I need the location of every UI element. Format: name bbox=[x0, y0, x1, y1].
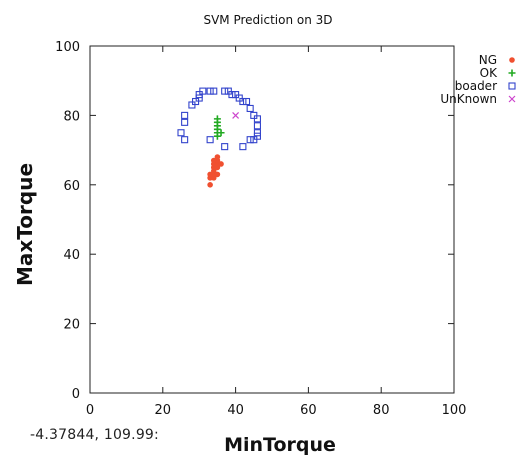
x-tick-label: 20 bbox=[155, 403, 172, 418]
legend-label-unknown: UnKnown bbox=[440, 92, 497, 106]
point-boader bbox=[206, 87, 214, 95]
point-boader bbox=[210, 87, 218, 95]
legend-label-ng: NG bbox=[479, 53, 497, 67]
point-boader bbox=[199, 87, 207, 95]
point-boader bbox=[177, 129, 185, 137]
x-axis-label: MinTorque bbox=[224, 434, 336, 456]
data-points bbox=[177, 87, 261, 188]
y-axis-label: MaxTorque bbox=[13, 163, 37, 286]
point-ng bbox=[207, 182, 213, 188]
point-boader bbox=[246, 104, 254, 113]
point-boader bbox=[181, 136, 189, 144]
point-ng bbox=[210, 157, 217, 164]
point-boader bbox=[221, 87, 229, 95]
point-boader bbox=[242, 97, 251, 106]
x-tick-label: 0 bbox=[86, 403, 94, 418]
legend-marker-ok bbox=[508, 69, 516, 77]
chart-title: SVM Prediction on 3D bbox=[203, 13, 332, 27]
y-tick-label: 20 bbox=[63, 318, 80, 333]
y-tick-label: 100 bbox=[55, 40, 80, 55]
y-tick-label: 0 bbox=[72, 387, 80, 402]
y-tick-label: 40 bbox=[63, 248, 80, 263]
point-boader bbox=[221, 143, 229, 151]
point-boader bbox=[253, 122, 261, 130]
axis-ticks: 0 20 40 60 80 100 0 20 40 60 80 100 bbox=[55, 40, 466, 418]
cursor-coordinate-readout: -4.37844, 109.99: bbox=[30, 427, 159, 443]
point-ng bbox=[214, 154, 221, 160]
point-boader bbox=[239, 97, 247, 106]
point-ok bbox=[213, 115, 221, 123]
point-ok bbox=[217, 129, 225, 137]
legend-marker-boader bbox=[508, 82, 516, 90]
x-tick-label: 80 bbox=[373, 403, 390, 418]
point-boader bbox=[250, 136, 258, 144]
point-ng bbox=[214, 171, 221, 178]
y-tick-label: 80 bbox=[63, 109, 80, 124]
point-boader bbox=[181, 118, 189, 126]
plot-frame bbox=[89, 45, 455, 394]
point-boader bbox=[228, 91, 236, 99]
x-tick-label: 100 bbox=[442, 403, 467, 418]
point-unknown bbox=[232, 111, 240, 119]
point-boader bbox=[253, 115, 261, 123]
point-ng bbox=[218, 161, 224, 167]
y-tick-label: 60 bbox=[63, 179, 80, 194]
legend-label-ok: OK bbox=[480, 66, 498, 80]
legend-label-boader: boader bbox=[455, 79, 497, 93]
point-boader bbox=[246, 136, 254, 144]
x-tick-label: 60 bbox=[300, 403, 317, 418]
point-boader bbox=[181, 111, 189, 119]
point-boader bbox=[206, 136, 214, 144]
point-boader bbox=[239, 143, 247, 151]
x-tick-label: 40 bbox=[227, 403, 244, 418]
legend-marker-ng bbox=[509, 57, 515, 63]
legend-marker-unknown bbox=[508, 95, 516, 103]
